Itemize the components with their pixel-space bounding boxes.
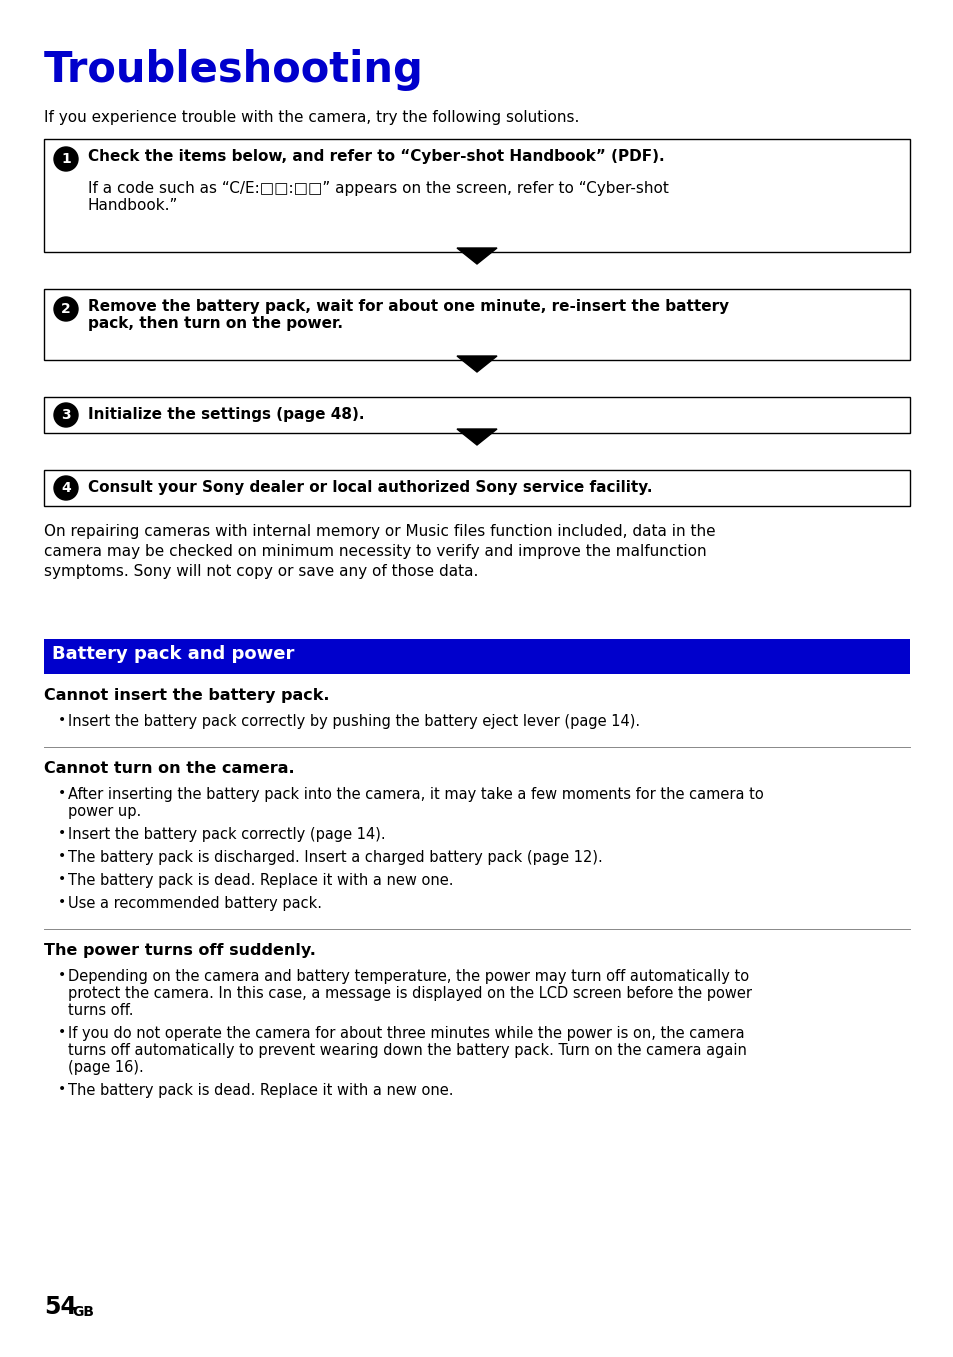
Text: •: • [58,712,66,727]
Circle shape [54,297,78,322]
Text: 3: 3 [61,408,71,422]
Text: •: • [58,786,66,801]
Text: turns off automatically to prevent wearing down the battery pack. Turn on the ca: turns off automatically to prevent weari… [68,1044,746,1058]
Polygon shape [456,356,497,372]
Text: •: • [58,873,66,886]
Text: If you experience trouble with the camera, try the following solutions.: If you experience trouble with the camer… [44,110,578,125]
Text: The power turns off suddenly.: The power turns off suddenly. [44,943,315,958]
Text: (page 16).: (page 16). [68,1060,144,1075]
Text: Troubleshooting: Troubleshooting [44,49,423,91]
Text: Depending on the camera and battery temperature, the power may turn off automati: Depending on the camera and battery temp… [68,969,748,984]
Text: Insert the battery pack correctly (page 14).: Insert the battery pack correctly (page … [68,826,385,841]
Bar [44,470,909,506]
Text: power up.: power up. [68,803,141,820]
Text: 1: 1 [61,152,71,166]
Text: protect the camera. In this case, a message is displayed on the LCD screen befor: protect the camera. In this case, a mess… [68,987,751,1001]
Text: If a code such as “C/E:□□:□□” appears on the screen, refer to “Cyber-shot
Handbo: If a code such as “C/E:□□:□□” appears on… [88,180,668,213]
Text: Use a recommended battery pack.: Use a recommended battery pack. [68,896,322,911]
Text: Remove the battery pack, wait for about one minute, re-insert the battery
pack, : Remove the battery pack, wait for about … [88,299,728,331]
Text: Check the items below, and refer to “Cyber-shot Handbook” (PDF).: Check the items below, and refer to “Cyb… [88,149,664,164]
Text: •: • [58,826,66,840]
Circle shape [54,147,78,171]
Text: On repairing cameras with internal memory or Music files function included, data: On repairing cameras with internal memor… [44,524,715,578]
Text: Cannot turn on the camera.: Cannot turn on the camera. [44,761,294,776]
Text: Insert the battery pack correctly by pushing the battery eject lever (page 14).: Insert the battery pack correctly by pus… [68,714,639,729]
Bar [44,398,909,433]
Text: If you do not operate the camera for about three minutes while the power is on, : If you do not operate the camera for abo… [68,1026,744,1041]
Text: •: • [58,1082,66,1096]
Bar [44,138,909,252]
Text: After inserting the battery pack into the camera, it may take a few moments for : After inserting the battery pack into th… [68,787,763,802]
Text: •: • [58,1025,66,1039]
Text: 54: 54 [44,1295,77,1319]
Polygon shape [456,248,497,265]
Text: Cannot insert the battery pack.: Cannot insert the battery pack. [44,688,329,703]
Circle shape [54,476,78,499]
Text: The battery pack is dead. Replace it with a new one.: The battery pack is dead. Replace it wit… [68,1083,453,1098]
Text: Consult your Sony dealer or local authorized Sony service facility.: Consult your Sony dealer or local author… [88,480,652,495]
Text: Battery pack and power: Battery pack and power [52,645,294,664]
Text: •: • [58,849,66,863]
Text: 2: 2 [61,303,71,316]
Bar [44,639,909,674]
Text: The battery pack is discharged. Insert a charged battery pack (page 12).: The battery pack is discharged. Insert a… [68,849,602,864]
Text: 4: 4 [61,480,71,495]
Polygon shape [456,429,497,445]
Text: Initialize the settings (page 48).: Initialize the settings (page 48). [88,407,364,422]
Text: GB: GB [71,1305,94,1319]
Text: The battery pack is dead. Replace it with a new one.: The battery pack is dead. Replace it wit… [68,873,453,887]
Bar [44,289,909,360]
Text: •: • [58,968,66,982]
Text: turns off.: turns off. [68,1003,133,1018]
Circle shape [54,403,78,427]
Text: •: • [58,896,66,909]
